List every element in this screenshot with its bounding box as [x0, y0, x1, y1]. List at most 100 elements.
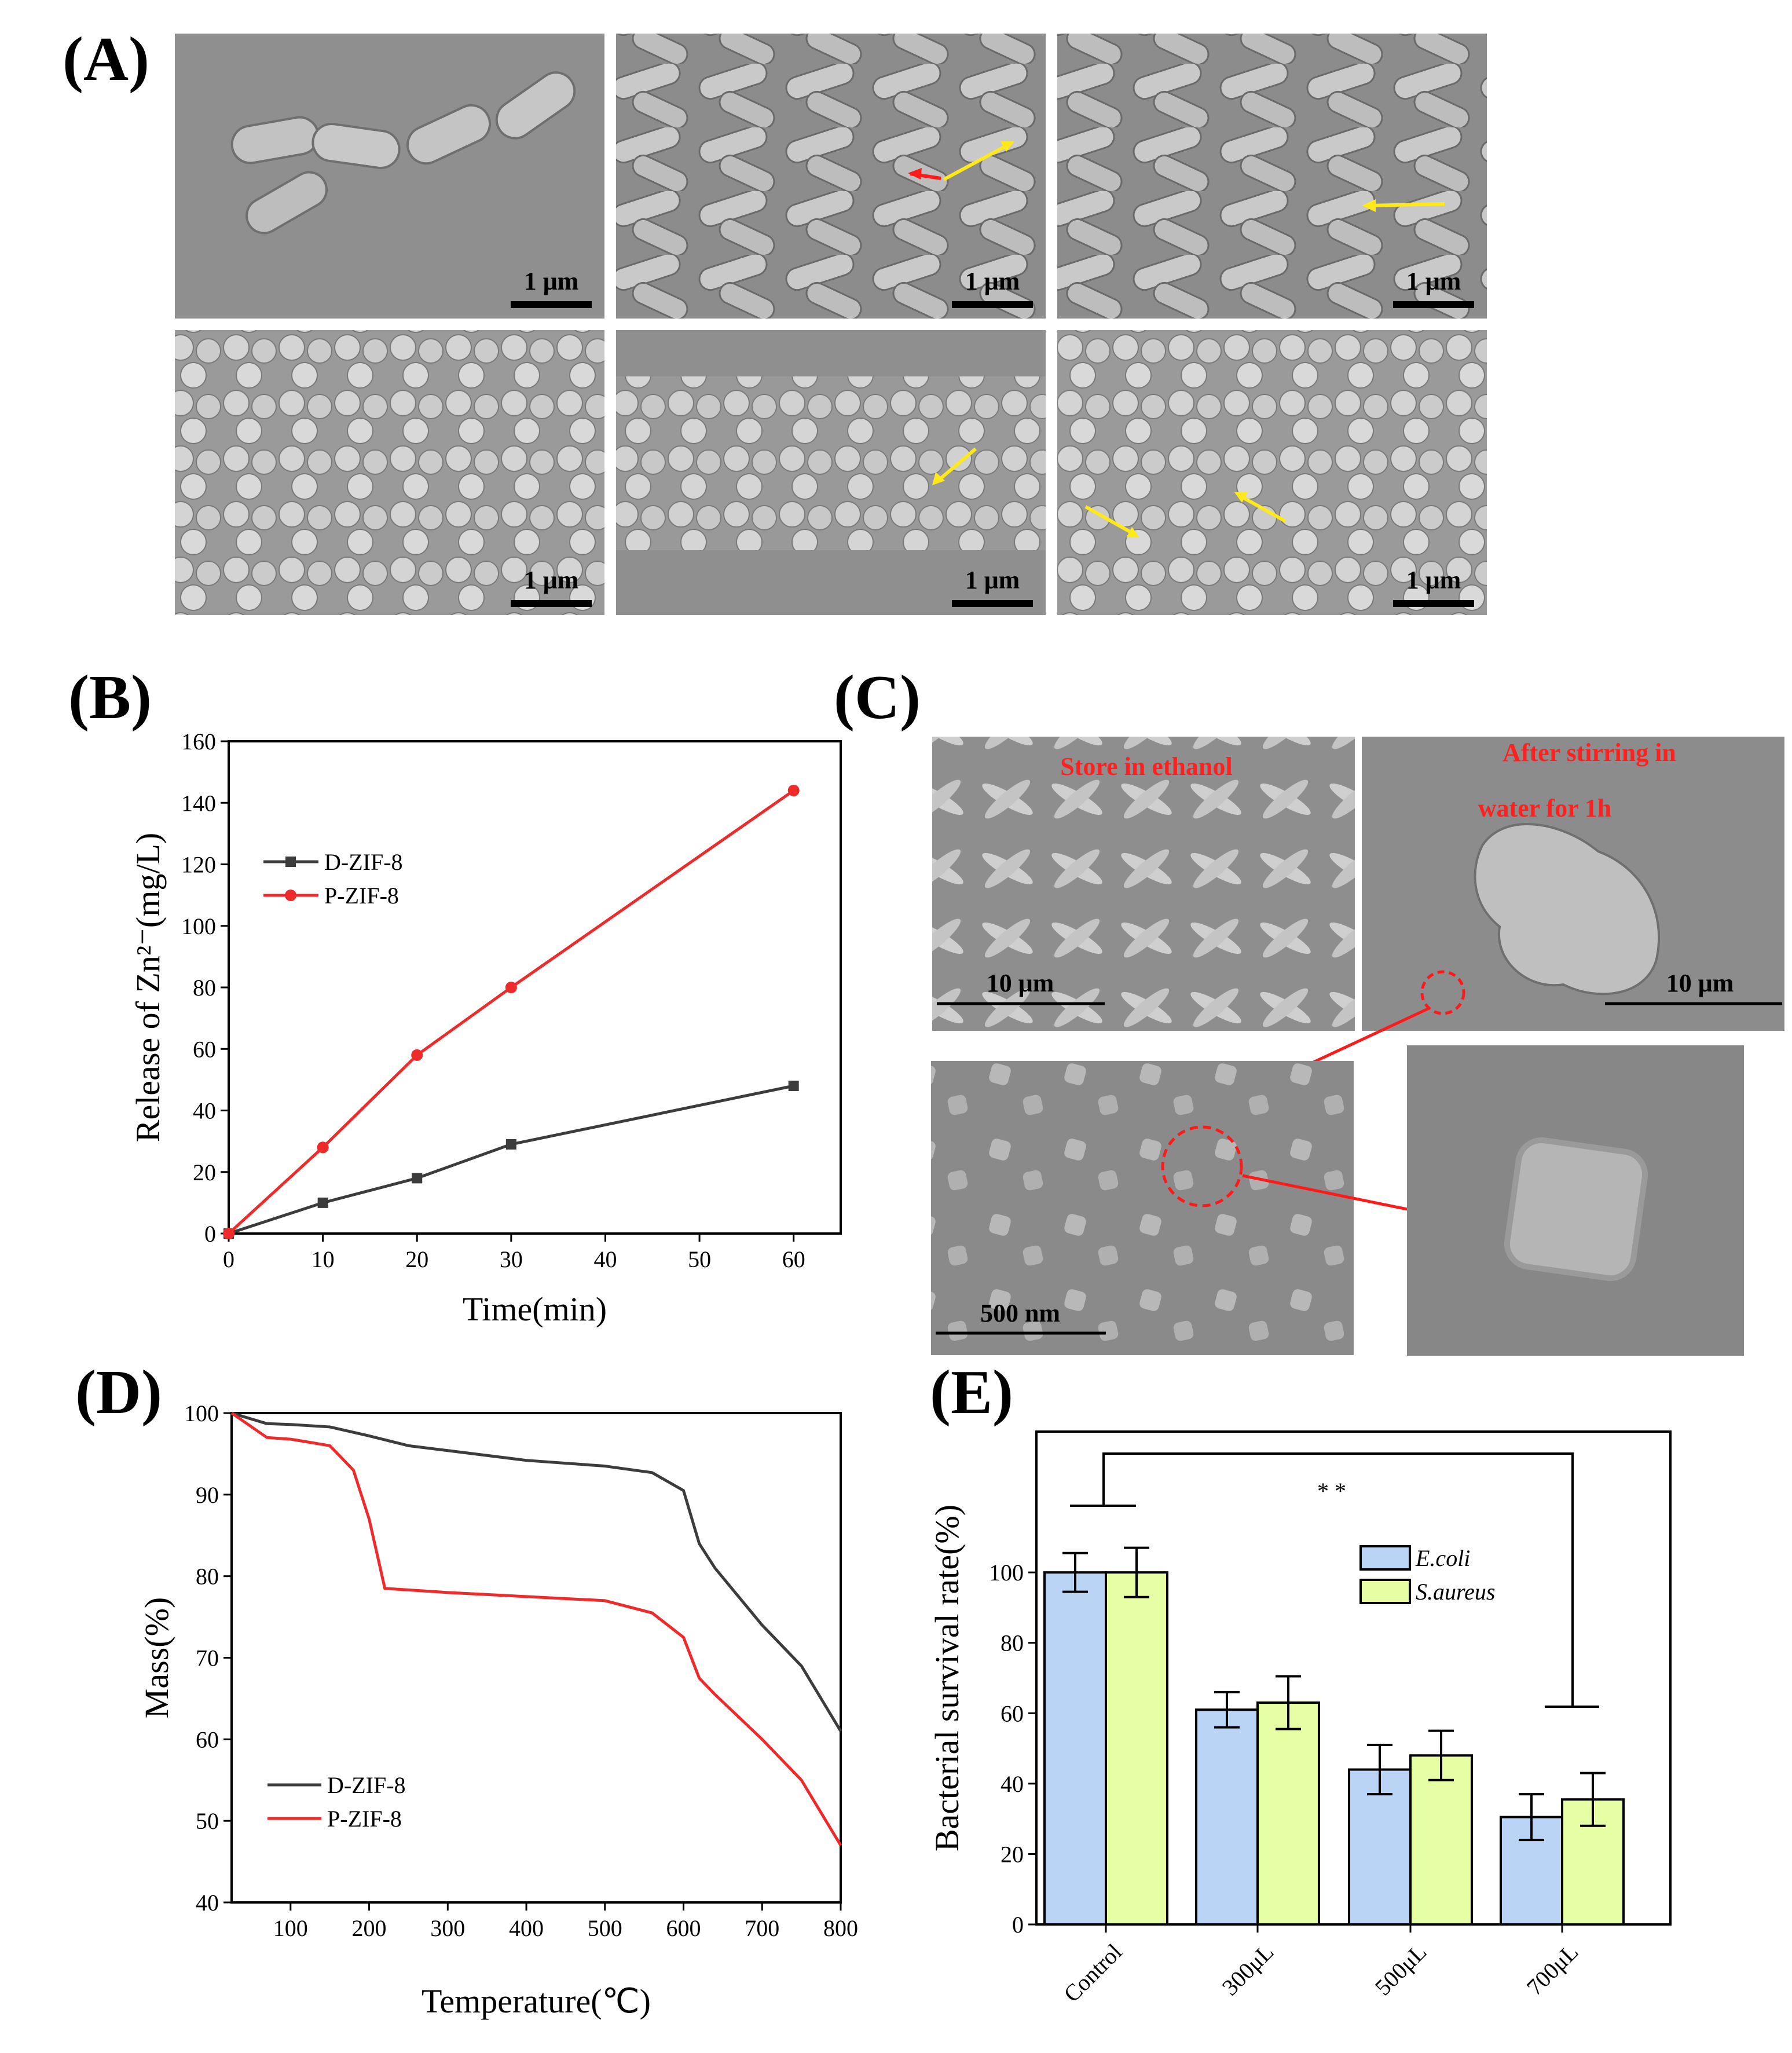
legend-label: P-ZIF-8 [327, 1806, 402, 1832]
data-point [505, 1139, 516, 1150]
significance-bracket [1102, 1452, 1574, 1707]
sem-image-c4 [1407, 1045, 1744, 1356]
significance-label: * * [1317, 1478, 1346, 1504]
y-tick-label: 40 [193, 1098, 216, 1124]
x-tick-label: 700 [745, 1915, 779, 1941]
legend-label: D-ZIF-8 [327, 1772, 406, 1798]
y-tick-label: 90 [196, 1482, 219, 1508]
scale-label-a3: 1 μm [1406, 267, 1461, 295]
data-point [412, 1173, 423, 1184]
x-tick-label: 800 [823, 1915, 858, 1941]
legend-marker [285, 890, 296, 901]
x-tick-label: 200 [352, 1915, 387, 1941]
chart-d: 100 200 300 400 500 600 700 800 40 50 60 70 80 90 100 T… [138, 1400, 858, 2020]
sem-image-c2: After stirring in water for 1h 10 μm [1362, 737, 1784, 1031]
sem-image-a3: 1 μm [1057, 34, 1487, 319]
bar [1043, 1571, 1107, 1926]
y-tick-label: 40 [196, 1890, 219, 1916]
y-tick-label: 160 [181, 729, 216, 755]
y-tick-label: 60 [1001, 1700, 1024, 1726]
scale-label-c2: 10 μm [1666, 969, 1734, 997]
scale-bar [511, 301, 592, 308]
y-axis-label: Bacterial survival rate(%) [928, 1505, 966, 1851]
x-tick-label: 100 [273, 1915, 308, 1941]
bar [1348, 1768, 1412, 1926]
data-point [505, 982, 517, 993]
scale-label-a5: 1 μm [965, 566, 1020, 594]
scale-bar [1393, 301, 1474, 308]
data-point [317, 1141, 329, 1154]
scale-bar [952, 301, 1033, 308]
scale-bar [952, 600, 1033, 607]
series-line [228, 1084, 794, 1235]
x-tick-label: 700μL [1522, 1939, 1584, 2001]
sem-image-a4: 1 μm [175, 330, 604, 615]
x-tick-label: 20 [405, 1246, 428, 1272]
chart-e: 0 20 40 60 80 100 Bacterial survival rate(%) Co… [928, 1430, 1672, 2007]
series-line [230, 1411, 842, 1846]
y-tick-label: 20 [1001, 1841, 1024, 1867]
x-tick-label: 50 [688, 1246, 711, 1272]
yellow-arrow [943, 142, 1012, 181]
legend-label: E.coli [1415, 1545, 1470, 1571]
x-tick-label: 30 [500, 1246, 523, 1272]
y-axis-label: Mass(%) [138, 1597, 175, 1718]
x-tick-label: 400 [509, 1915, 544, 1941]
y-tick-label: 100 [181, 913, 216, 939]
y-axis-label: Release of Zn²⁻(mg/L) [129, 833, 167, 1142]
plot-frame [228, 740, 842, 1235]
overlay-after-stirring-1: After stirring in [1503, 738, 1676, 767]
y-tick-label: 100 [184, 1400, 219, 1426]
x-tick-label: 0 [223, 1246, 234, 1272]
y-tick-label: 60 [193, 1036, 216, 1062]
x-tick-label: 300μL [1217, 1939, 1279, 2001]
x-tick-label: Control [1058, 1939, 1127, 2007]
zoom-circle [1420, 970, 1465, 1015]
x-tick-label: 600 [666, 1915, 701, 1941]
scale-label-c3: 500 nm [980, 1299, 1060, 1327]
series-line [228, 789, 795, 1235]
y-tick-label: 0 [204, 1221, 216, 1247]
legend-label: S.aureus [1416, 1579, 1495, 1605]
bar [1105, 1571, 1168, 1926]
scale-label-a6: 1 μm [1406, 566, 1461, 594]
bar [1256, 1701, 1320, 1926]
yellow-arrow [1084, 505, 1133, 535]
zoom-circle [1161, 1125, 1243, 1207]
series-line [231, 1411, 842, 1732]
data-point [787, 785, 800, 796]
panel-label-c: (C) [834, 663, 921, 732]
y-tick-label: 100 [989, 1560, 1024, 1586]
y-tick-label: 60 [196, 1726, 219, 1752]
yellow-arrow [1241, 495, 1287, 523]
sem-image-a2: 1 μm [616, 34, 1046, 319]
legend-label: P-ZIF-8 [324, 883, 399, 909]
x-axis-label: Temperature(℃) [422, 1982, 651, 2020]
legend-swatch [1359, 1579, 1411, 1604]
scale-label-a2: 1 μm [965, 267, 1020, 295]
legend-swatch [1359, 1545, 1411, 1571]
x-tick-label: 300 [430, 1915, 465, 1941]
scale-label-a1: 1 μm [524, 267, 579, 295]
y-tick-label: 80 [1001, 1630, 1024, 1656]
sem-image-c3: 500 nm [931, 1061, 1354, 1355]
x-tick-label: 40 [593, 1246, 617, 1272]
x-tick-label: 60 [782, 1246, 805, 1272]
data-point [317, 1197, 328, 1208]
sem-image-a1: 1 μm [175, 34, 604, 319]
y-tick-label: 0 [1012, 1912, 1024, 1938]
y-tick-label: 70 [196, 1645, 219, 1671]
sem-image-a6: 1 μm [1057, 330, 1487, 615]
y-tick-label: 20 [193, 1159, 216, 1185]
yellow-arrow [937, 447, 977, 482]
y-tick-label: 80 [193, 975, 216, 1001]
x-tick-label: 500μL [1370, 1939, 1432, 2001]
bar [1409, 1754, 1473, 1926]
sem-image-a5: 1 μm [616, 330, 1046, 615]
scale-label-c1: 10 μm [987, 969, 1054, 997]
panel-label-e: (E) [930, 1358, 1013, 1427]
plot-frame [230, 1412, 842, 1904]
x-axis-label: Time(min) [463, 1290, 607, 1328]
y-tick-label: 80 [196, 1564, 219, 1590]
